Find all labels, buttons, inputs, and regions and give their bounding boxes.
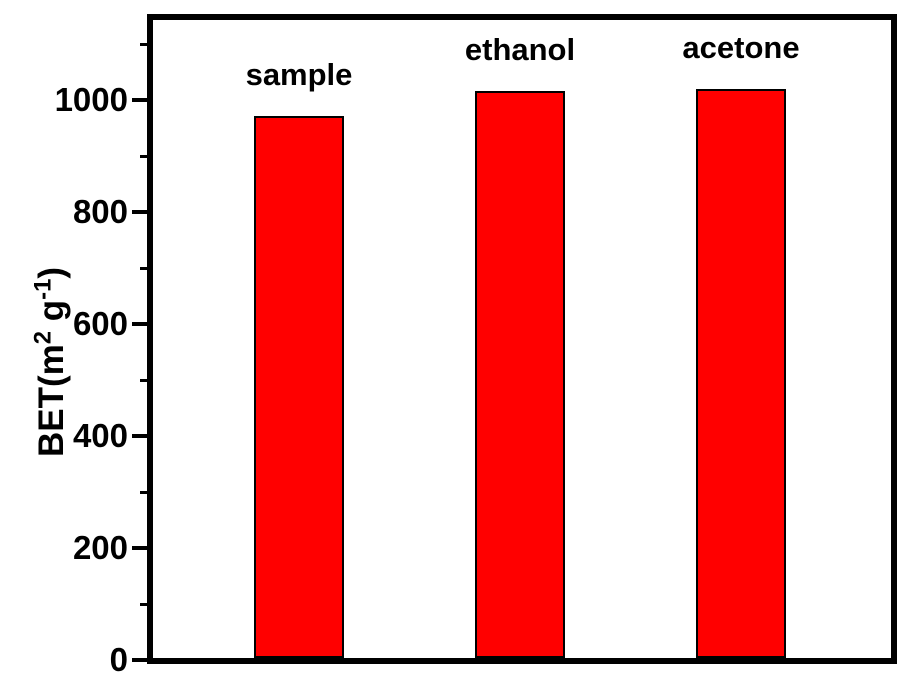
bar-ethanol — [475, 91, 565, 658]
y-axis-title-text: ) — [32, 267, 71, 279]
y-axis-tick-label: 1000 — [54, 81, 128, 118]
y-axis-major-tick — [132, 434, 148, 438]
y-axis-minor-tick — [140, 155, 148, 158]
bar-label-ethanol: ethanol — [464, 32, 576, 67]
y-axis-major-tick — [132, 322, 148, 326]
y-axis-major-tick — [132, 210, 148, 214]
y-axis-minor-tick — [140, 267, 148, 270]
bar-label-acetone: acetone — [682, 30, 800, 65]
y-axis-title-superscript: -1 — [29, 278, 57, 300]
y-axis-tick-label: 200 — [72, 529, 128, 566]
y-axis-tick-label: 800 — [72, 193, 128, 230]
y-axis-tick-label: 400 — [72, 417, 128, 454]
y-axis-title-superscript: 2 — [29, 330, 57, 345]
bar-sample — [254, 116, 344, 658]
bar-acetone — [696, 89, 786, 658]
y-axis-minor-tick — [140, 379, 148, 382]
bar-label-sample: sample — [245, 57, 353, 92]
y-axis-minor-tick — [140, 603, 148, 606]
y-axis-title-text: g — [32, 299, 71, 331]
y-axis-minor-tick — [140, 491, 148, 494]
y-axis-tick-label: 600 — [72, 305, 128, 342]
y-axis-major-tick — [132, 658, 148, 662]
y-axis-title-text: BET(m — [32, 344, 71, 457]
y-axis-major-tick — [132, 546, 148, 550]
y-axis-major-tick — [132, 98, 148, 102]
y-axis-tick-label: 0 — [109, 641, 128, 678]
y-axis-title: BET(m2 g-1) — [29, 267, 72, 457]
y-axis-minor-tick — [140, 43, 148, 46]
